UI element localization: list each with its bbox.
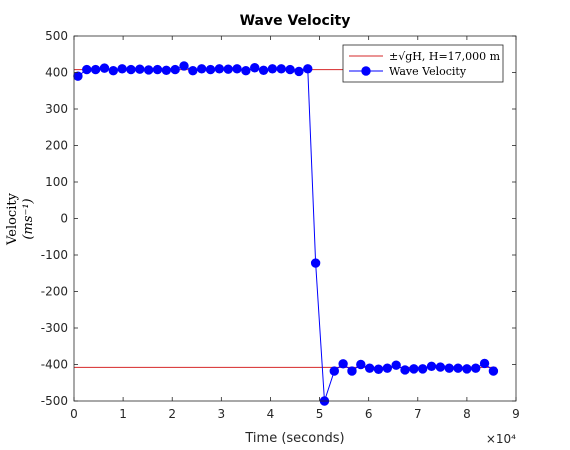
x-tick-label: 6: [365, 407, 373, 421]
data-point: [488, 366, 499, 376]
data-point: [135, 64, 145, 74]
data-point: [232, 64, 242, 74]
data-point: [471, 363, 481, 373]
x-axis-ticks: 0 1 2 3 4 5 6 7 8 9: [70, 36, 520, 421]
legend-velocity-marker: [361, 66, 371, 76]
y-axis-label-line1: Velocity: [5, 192, 20, 246]
x-tick-label: 9: [512, 407, 520, 421]
data-point: [82, 64, 92, 75]
x-tick-label: 3: [218, 407, 226, 421]
legend-reference-label: ±√gH, H=17,000 m: [389, 50, 501, 63]
data-point: [417, 364, 428, 374]
y-axis-label-line2: (ms⁻¹): [21, 198, 36, 239]
legend-velocity-label: Wave Velocity: [389, 65, 467, 78]
data-point: [188, 65, 198, 76]
y-tick-label: -300: [41, 321, 68, 335]
data-point: [73, 71, 83, 81]
data-point: [108, 65, 118, 76]
y-axis-label: Velocity (ms⁻¹): [5, 192, 36, 246]
data-point: [161, 65, 172, 76]
data-point: [303, 64, 313, 74]
y-tick-label: -100: [41, 248, 68, 262]
data-point: [382, 363, 393, 373]
x-tick-label: 5: [316, 407, 324, 421]
plot-area: [73, 35, 517, 406]
legend-box: [342, 44, 504, 83]
y-tick-label: 500: [45, 29, 68, 43]
data-point: [479, 358, 490, 369]
x-axis-label: Time (seconds): [244, 431, 344, 446]
y-tick-label: -200: [41, 285, 68, 299]
x-axis-multiplier: ×10⁴: [486, 432, 516, 446]
chart-title: Wave Velocity: [240, 13, 351, 29]
data-point: [267, 64, 278, 74]
x-tick-label: 0: [70, 407, 78, 421]
data-point: [143, 65, 154, 75]
data-point: [435, 362, 446, 372]
x-tick-label: 1: [119, 407, 127, 421]
data-point: [444, 363, 454, 373]
y-axis-ticks: -500 -400 -300 -200 -100 0 100 200 300 400 500: [41, 29, 516, 408]
data-point: [276, 64, 286, 74]
data-point: [373, 364, 384, 374]
data-point: [338, 359, 348, 369]
data-point: [409, 364, 419, 374]
y-tick-label: 0: [60, 212, 68, 226]
data-point: [196, 64, 207, 74]
y-tick-label: 300: [45, 102, 68, 116]
data-point: [205, 64, 216, 75]
data-point: [126, 64, 136, 75]
data-point: [170, 64, 180, 75]
legend: ±√gH, H=17,000 m Wave Velocity: [342, 44, 504, 83]
data-point: [310, 258, 321, 268]
data-point: [117, 64, 127, 74]
data-point: [426, 361, 437, 372]
series-layer: [73, 61, 499, 406]
data-point: [391, 360, 401, 370]
x-tick-label: 4: [267, 407, 275, 421]
y-tick-label: 200: [45, 139, 68, 153]
data-point: [347, 366, 357, 376]
data-point: [99, 63, 110, 73]
data-point: [241, 65, 251, 76]
data-point: [179, 61, 189, 71]
y-tick-label: 100: [45, 175, 68, 189]
data-point: [356, 359, 366, 370]
data-point: [258, 65, 269, 76]
y-tick-label: -400: [41, 358, 68, 372]
data-point: [329, 366, 339, 376]
data-point: [294, 66, 304, 77]
data-point: [285, 64, 295, 75]
data-point: [453, 363, 463, 373]
x-tick-label: 8: [463, 407, 471, 421]
x-tick-label: 7: [414, 407, 422, 421]
plot-background: [74, 36, 516, 401]
data-point: [462, 364, 472, 374]
data-point: [400, 365, 410, 375]
data-point: [152, 64, 163, 75]
data-point: [214, 64, 225, 74]
data-point: [90, 64, 101, 75]
data-point: [250, 63, 260, 73]
data-point: [364, 363, 375, 373]
y-tick-label: -500: [41, 394, 68, 408]
data-point: [223, 64, 233, 74]
x-tick-label: 2: [168, 407, 176, 421]
y-tick-label: 400: [45, 66, 68, 80]
